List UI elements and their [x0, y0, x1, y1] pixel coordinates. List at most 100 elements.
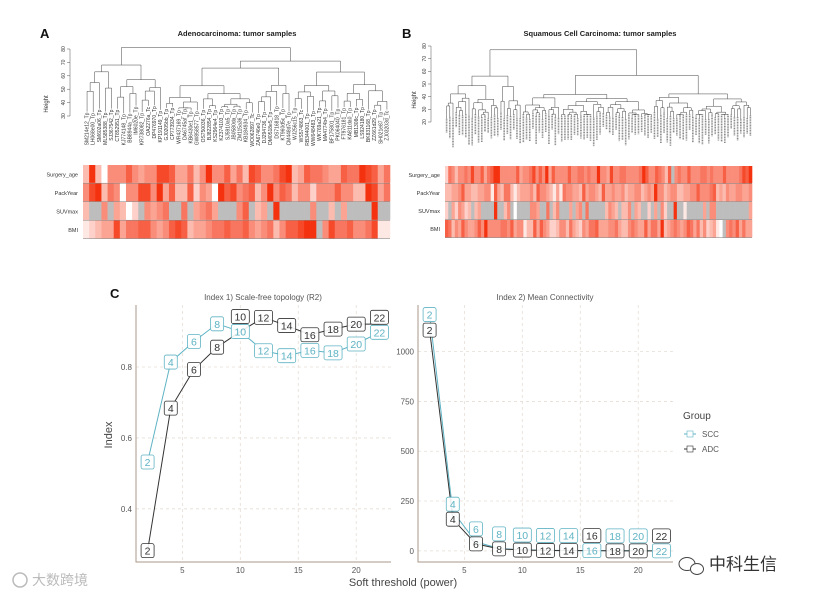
- heatmap-cell: [621, 202, 625, 220]
- dendrogram-branch: [535, 107, 545, 111]
- data-label: 16: [586, 546, 598, 558]
- heatmap-cell: [648, 166, 653, 184]
- heatmap-cell: [585, 202, 590, 220]
- heatmap-cell: [448, 202, 452, 220]
- heatmap-cell: [199, 220, 207, 239]
- dendrogram-branch: [457, 85, 487, 100]
- heatmap-cell: [451, 220, 456, 238]
- heatmap-cell: [569, 184, 573, 202]
- dendrogram-branch: [654, 106, 658, 119]
- data-label-box: [652, 528, 671, 544]
- heatmap-cell: [144, 220, 151, 239]
- data-label-box: [492, 526, 507, 542]
- heatmap-cell: [89, 220, 96, 239]
- heatmap-cell: [150, 183, 157, 202]
- heatmap-cell: [107, 202, 114, 220]
- heatmap-cell: [490, 166, 494, 184]
- heatmap-cell: [590, 166, 594, 184]
- heatmap-cell: [689, 202, 694, 220]
- heatmap-cell: [383, 202, 391, 220]
- heatmap-cell: [709, 202, 714, 220]
- heatmap-cell: [457, 166, 462, 184]
- data-point-scc: 10: [230, 324, 250, 339]
- heatmap-cell: [507, 184, 511, 202]
- dendrogram-branch: [297, 91, 311, 99]
- heatmap-cell: [667, 166, 672, 184]
- y-tick-label: 750: [401, 397, 415, 406]
- heatmap-cell: [150, 202, 157, 220]
- heatmap-cell: [546, 220, 550, 238]
- heatmap-cell: [304, 220, 311, 239]
- heatmap-cell: [745, 220, 750, 238]
- heatmap-cell: [673, 202, 678, 220]
- leaf-label: RB344001_Tp: [305, 113, 311, 145]
- heatmap-cell: [383, 183, 391, 202]
- heatmap-cell: [175, 220, 182, 239]
- heatmap-cell: [448, 166, 452, 184]
- heatmap-cell: [719, 184, 723, 202]
- data-label: 2: [427, 325, 433, 337]
- heatmap-cell: [480, 166, 485, 184]
- heatmap-cell: [218, 165, 225, 183]
- leaf-label: GW858577_Tp: [195, 111, 201, 145]
- heatmap-cell: [660, 184, 665, 202]
- heatmap-cell: [273, 202, 280, 220]
- data-label: 14: [563, 546, 575, 558]
- data-point-scc: 18: [605, 528, 625, 544]
- heatmap-cell: [725, 202, 730, 220]
- heatmap-cell: [322, 220, 329, 239]
- heatmap-cell: [101, 165, 108, 183]
- data-label: 16: [586, 531, 598, 543]
- dendrogram-branch: [179, 85, 225, 98]
- data-point-adc: 22: [652, 528, 671, 544]
- y-tick-label: 250: [401, 497, 415, 506]
- heatmap-cell: [487, 220, 492, 238]
- heatmap-cell: [490, 184, 495, 202]
- heatmap-cell: [519, 166, 523, 184]
- y-tick-label: 60: [422, 68, 428, 74]
- heatmap-cell: [230, 202, 237, 220]
- heatmap-cell: [533, 184, 537, 202]
- heatmap-cell: [310, 202, 317, 220]
- heatmap-cell: [618, 184, 622, 202]
- leaf-label: SM214e12_Tp: [85, 112, 91, 145]
- heatmap-cell: [608, 202, 612, 220]
- heatmap-cell: [454, 202, 459, 220]
- dendrogram-branch: [743, 104, 750, 118]
- heatmap-cell: [448, 184, 452, 202]
- panel-a-dendrogram: 30 40 50 60 70 80 SM214e12_Tp LH068e00_Tp SM602a…: [61, 46, 390, 147]
- dendrogram-branch: [86, 91, 94, 113]
- dendrogram-branch: [230, 98, 250, 105]
- panel-b-heatmap: Surgery_age PackYear SUVmax BMI: [409, 166, 753, 238]
- data-point-adc: 12: [254, 310, 273, 325]
- heatmap-cell: [496, 166, 501, 184]
- watermark-logo-icon: [12, 572, 28, 588]
- data-label: 2: [427, 310, 433, 322]
- heatmap-cell: [587, 166, 591, 184]
- heatmap-cell: [660, 220, 665, 238]
- heatmap-cell: [552, 184, 557, 202]
- heatmap-cell: [512, 166, 517, 184]
- heatmap-cell: [304, 165, 311, 183]
- data-label-box: [187, 362, 201, 377]
- heatmap-cell: [365, 202, 372, 220]
- heatmap-cell: [507, 220, 511, 238]
- heatmap-cell: [493, 166, 498, 184]
- data-label-box: [559, 543, 579, 559]
- heatmap-cell: [525, 166, 530, 184]
- heatmap-cell: [503, 220, 508, 238]
- heatmap-cell: [706, 220, 710, 238]
- heatmap-cell: [660, 202, 665, 220]
- axis-lines: [417, 305, 673, 563]
- leaf-label: SJ5910a5_Tp: [225, 109, 231, 140]
- y-tick-label: 50: [422, 81, 428, 87]
- heatmap-row-label: Surgery_age: [47, 172, 79, 178]
- heatmap-cell: [644, 202, 648, 220]
- leaf-label: BF175801_Tp: [329, 112, 335, 144]
- heatmap-cell: [138, 202, 145, 220]
- heatmap-cell: [493, 220, 498, 238]
- heatmap-cell: [732, 202, 736, 220]
- data-label-box: [370, 324, 389, 340]
- heatmap-cell: [484, 220, 488, 238]
